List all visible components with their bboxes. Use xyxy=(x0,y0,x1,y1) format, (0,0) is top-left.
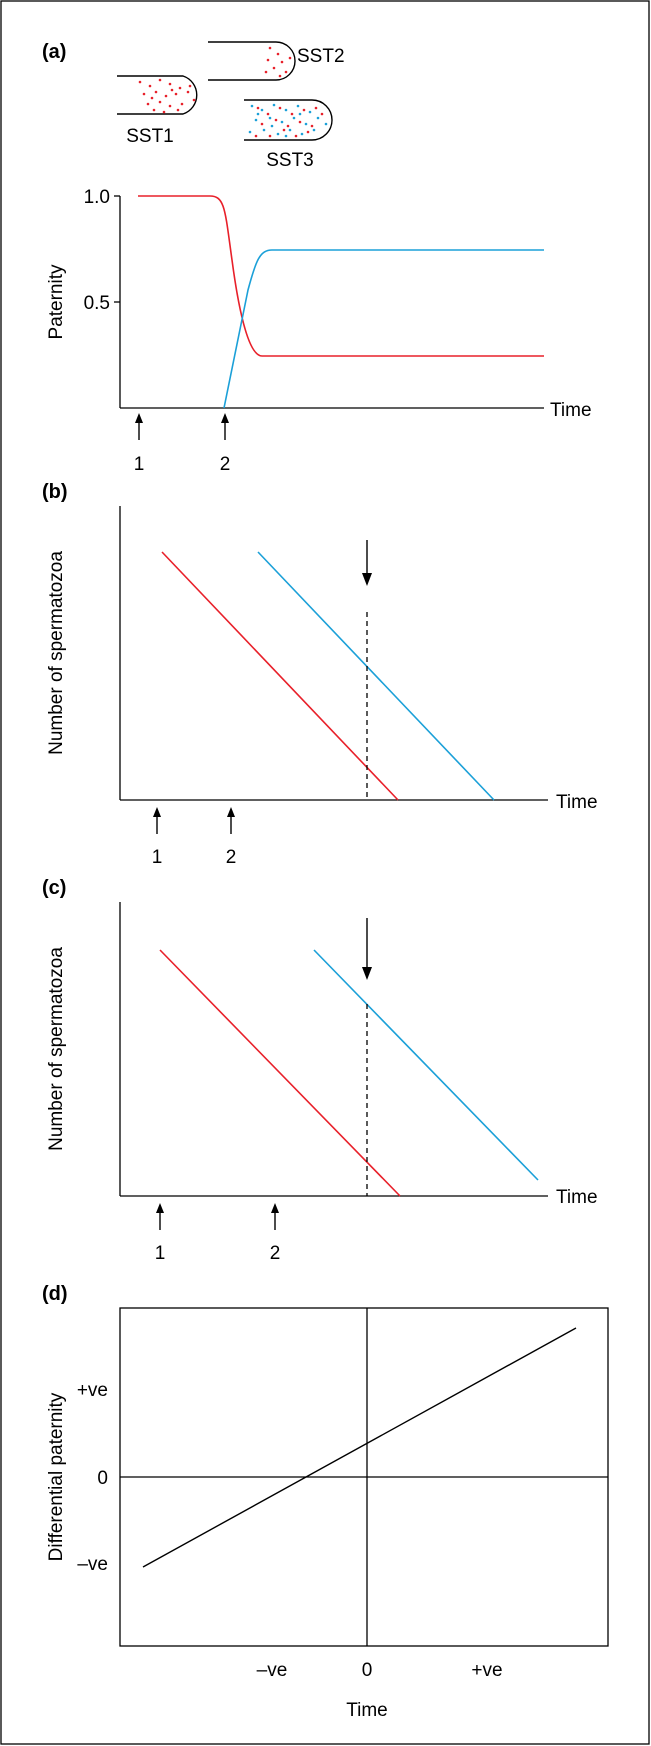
panel-a-event-arrow-1 xyxy=(135,413,143,440)
panel-c-label: (c) xyxy=(42,877,66,899)
panel-a-series-male1 xyxy=(138,195,544,357)
panel-a-event-2: 2 xyxy=(220,454,231,475)
panel-a-series-male2 xyxy=(223,249,544,409)
sst1-label: SST1 xyxy=(126,126,174,147)
panel-b-down-arrow xyxy=(362,540,372,586)
panel-a-ytick-05: 0.5 xyxy=(84,293,110,314)
panel-d-ytick-zero: 0 xyxy=(97,1468,108,1489)
panel-c-event-2: 2 xyxy=(270,1243,281,1264)
panel-c-xlabel: Time xyxy=(556,1187,598,1208)
panel-a-ytick-1: 1.0 xyxy=(84,187,110,208)
panel-b-event-arrow-1 xyxy=(153,807,161,834)
panel-d-ytick-pos: +ve xyxy=(77,1380,108,1401)
panel-c-series-male2 xyxy=(313,949,539,1181)
panel-d-xtick-neg: –ve xyxy=(257,1660,288,1681)
panel-b-series-male1 xyxy=(161,551,399,801)
sst3-label: SST3 xyxy=(266,150,314,171)
panel-c-axes xyxy=(119,902,548,1197)
panel-c-event-arrow-2 xyxy=(271,1203,279,1230)
sst1-tube xyxy=(117,75,198,115)
panel-d-xlabel: Time xyxy=(346,1700,388,1721)
panel-a-label: (a) xyxy=(42,41,66,63)
panel-d-xtick-pos: +ve xyxy=(471,1660,502,1681)
sst3-tube xyxy=(244,99,333,141)
panel-b-series-male2 xyxy=(257,551,495,801)
panel-b-xlabel: Time xyxy=(556,792,598,813)
panel-d-ylabel: Differential paternity xyxy=(46,1392,67,1561)
panel-a-event-1: 1 xyxy=(134,454,145,475)
panel-b-event-arrow-2 xyxy=(227,807,235,834)
panel-c-event-arrow-1 xyxy=(156,1203,164,1230)
panel-c-series-male1 xyxy=(159,949,401,1197)
sst1-red-dots xyxy=(138,78,196,114)
panel-b-label: (b) xyxy=(42,481,68,503)
panel-d-label: (d) xyxy=(42,1283,68,1305)
sst2-red-dots xyxy=(264,46,292,78)
panel-c-down-arrow xyxy=(362,918,372,980)
panel-b-axes xyxy=(119,506,548,801)
panel-a-event-arrow-2 xyxy=(221,413,229,440)
sst2-label: SST2 xyxy=(297,46,345,67)
sst3-mixed-dots xyxy=(248,103,328,138)
panel-d-series xyxy=(142,1327,577,1568)
panel-c-ylabel: Number of spermatozoa xyxy=(46,947,67,1151)
panel-b-event-1: 1 xyxy=(152,847,163,868)
panel-a-ylabel: Paternity xyxy=(46,264,67,339)
panel-a-axes xyxy=(114,195,544,409)
panel-d-xtick-zero: 0 xyxy=(362,1660,373,1681)
panel-d-ytick-neg: –ve xyxy=(77,1554,108,1575)
panel-b-ylabel: Number of spermatozoa xyxy=(46,551,67,755)
panel-a-xlabel: Time xyxy=(550,400,592,421)
sst2-tube xyxy=(208,41,296,81)
panel-b-event-2: 2 xyxy=(226,847,237,868)
panel-c-event-1: 1 xyxy=(155,1243,166,1264)
